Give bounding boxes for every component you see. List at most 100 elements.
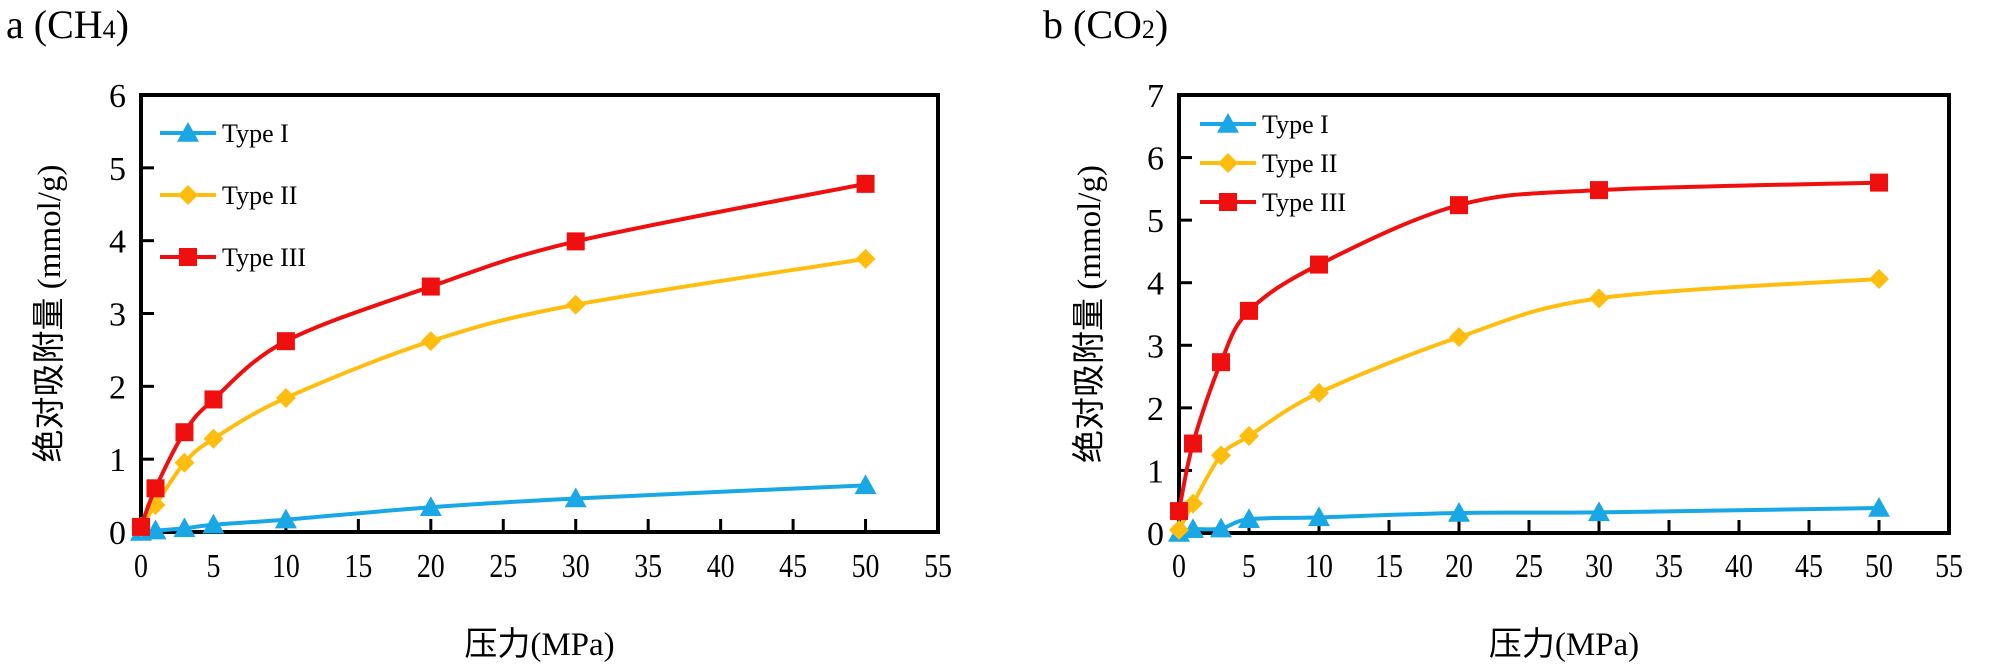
x-tick-label: 15 — [1375, 546, 1403, 584]
data-point-diamond — [855, 248, 876, 269]
data-point-diamond — [565, 294, 586, 315]
series-line — [139, 256, 866, 529]
data-point-square — [1450, 196, 1468, 215]
data-point-square — [132, 517, 150, 536]
y-tick-label: 6 — [109, 78, 126, 115]
series-type-ii — [131, 248, 876, 537]
data-point-square — [421, 277, 440, 296]
data-point-square — [1170, 502, 1188, 521]
y-axis-label: 绝对吸附量 (mmol/g) — [31, 165, 68, 463]
y-tick-label: 4 — [1147, 266, 1164, 303]
data-point-square — [1870, 173, 1888, 192]
x-tick-label: 5 — [206, 546, 220, 584]
data-point-triangle — [1868, 496, 1890, 517]
y-tick-label: 2 — [109, 369, 126, 406]
data-point-triangle — [173, 517, 196, 538]
series-line — [1177, 180, 1880, 512]
x-tick-label: 55 — [924, 546, 952, 584]
chart-title-subscript: 4 — [103, 15, 116, 44]
y-tick-label: 0 — [109, 515, 126, 552]
legend-item: Type I — [160, 119, 289, 148]
x-tick-label: 0 — [1172, 546, 1186, 584]
x-tick-label: 50 — [1865, 546, 1893, 584]
legend-item: Type II — [160, 181, 297, 210]
data-point-triangle — [1308, 506, 1330, 527]
y-tick-label: 6 — [1147, 141, 1164, 178]
x-tick-label: 35 — [1655, 546, 1683, 584]
x-tick-label: 30 — [562, 546, 590, 584]
data-point-square — [276, 332, 295, 351]
data-point-diamond — [1449, 327, 1469, 348]
data-point-square — [146, 479, 165, 498]
x-tick-label: 30 — [1585, 546, 1613, 584]
legend-marker-square — [1219, 193, 1237, 211]
x-tick-label: 15 — [344, 546, 372, 584]
series-type-iii — [1170, 173, 1888, 521]
data-point-triangle — [1210, 517, 1232, 538]
y-tick-label: 0 — [1147, 516, 1164, 553]
series-line — [1177, 276, 1880, 531]
chart-title-main: b (CO — [1043, 2, 1142, 47]
x-tick-label: 55 — [1935, 546, 1963, 584]
legend-marker-triangle — [1217, 113, 1239, 133]
x-tick-label: 40 — [1725, 546, 1753, 584]
data-point-triangle — [1588, 501, 1610, 522]
data-point-triangle — [1448, 501, 1470, 522]
y-axis-label: 绝对吸附量 (mmol/g) — [1071, 165, 1108, 463]
data-point-diamond — [1869, 268, 1889, 289]
x-tick-label: 25 — [1515, 546, 1543, 584]
legend-marker-diamond — [178, 185, 198, 205]
data-point-triangle — [1238, 508, 1260, 529]
data-point-square — [1240, 301, 1258, 320]
data-point-diamond — [1589, 288, 1609, 309]
x-tick-label: 45 — [779, 546, 807, 584]
data-point-triangle — [419, 496, 442, 517]
x-tick-label: 5 — [1242, 546, 1256, 584]
legend-label: Type II — [222, 181, 297, 210]
data-point-square — [1184, 434, 1202, 453]
legend-label: Type III — [222, 243, 306, 272]
legend-marker-square — [179, 248, 197, 266]
data-point-diamond — [275, 387, 296, 408]
chart-title: b (CO2) — [1043, 2, 1168, 47]
y-tick-label: 3 — [1147, 328, 1164, 365]
series-type-ii — [1169, 268, 1889, 540]
legend-label: Type II — [1262, 149, 1337, 178]
data-point-triangle — [564, 487, 587, 508]
data-point-diamond — [1309, 382, 1329, 403]
x-tick-label: 20 — [417, 546, 445, 584]
chart-title-subscript: 2 — [1142, 15, 1155, 44]
data-point-triangle — [274, 508, 297, 529]
x-tick-label: 35 — [634, 546, 662, 584]
y-tick-label: 7 — [1147, 78, 1164, 115]
data-point-diamond — [1211, 445, 1231, 466]
x-tick-label: 0 — [134, 546, 148, 584]
data-point-square — [175, 423, 194, 442]
x-tick-label: 10 — [272, 546, 300, 584]
legend-label: Type I — [222, 119, 289, 148]
legend-item: Type I — [1200, 110, 1329, 139]
data-point-square — [856, 174, 875, 193]
series-type-i — [1168, 496, 1890, 542]
x-tick-label: 20 — [1445, 546, 1473, 584]
data-point-triangle — [202, 513, 225, 534]
data-point-square — [204, 390, 223, 409]
legend-item: Type III — [1200, 188, 1346, 217]
series-line — [140, 483, 866, 534]
y-tick-label: 1 — [1147, 453, 1164, 490]
series-line — [1178, 505, 1880, 535]
legend-label: Type I — [1262, 110, 1329, 139]
data-point-square — [1590, 181, 1608, 200]
y-tick-label: 4 — [109, 224, 126, 261]
x-axis-label: 压力(MPa) — [464, 626, 614, 663]
x-tick-label: 45 — [1795, 546, 1823, 584]
series-line — [139, 181, 866, 528]
chart-title-close: ) — [116, 2, 129, 47]
x-tick-label: 40 — [707, 546, 735, 584]
data-point-diamond — [420, 331, 441, 352]
data-point-diamond — [174, 452, 195, 473]
y-tick-label: 2 — [1147, 391, 1164, 428]
data-point-square — [1212, 353, 1230, 372]
chart-title: a (CH4) — [6, 2, 129, 47]
